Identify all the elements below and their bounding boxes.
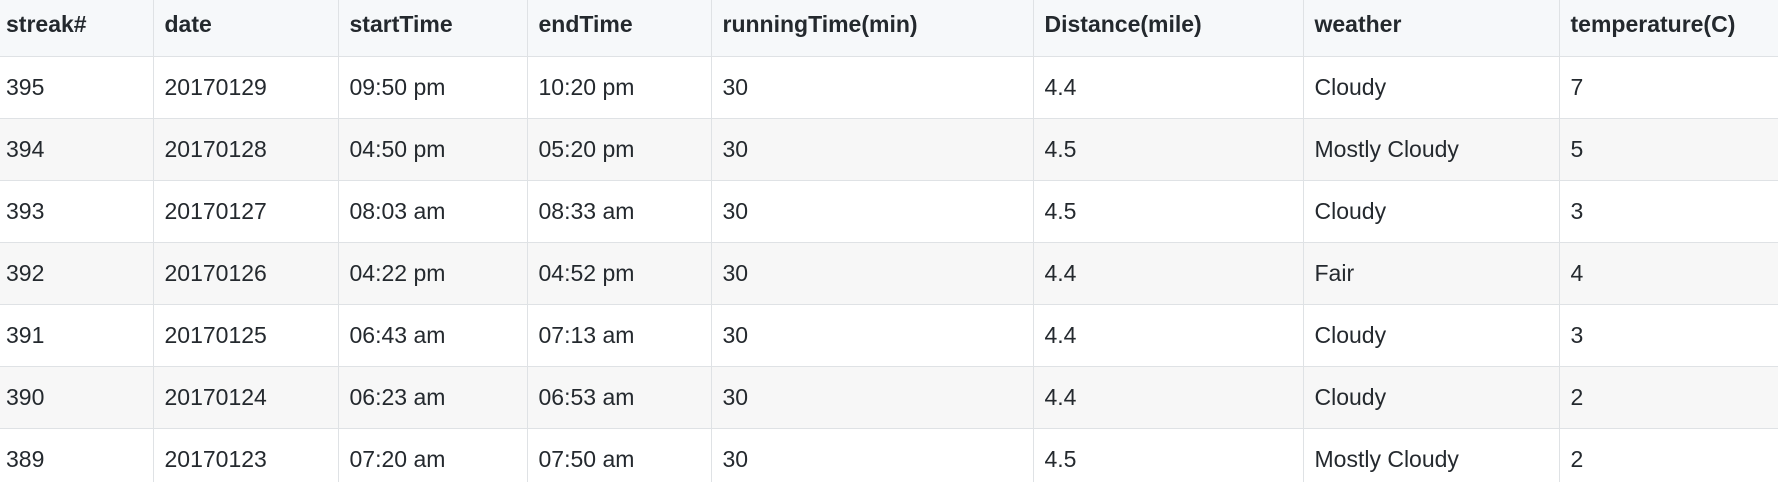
- cell-distance: 4.5: [1032, 118, 1304, 181]
- column-header-distance: Distance(mile): [1032, 0, 1304, 57]
- cell-start-time: 08:03 am: [337, 180, 528, 243]
- table-row: 392 20170126 04:22 pm 04:52 pm 30 4.4 Fa…: [0, 242, 1778, 305]
- cell-distance: 4.5: [1032, 180, 1304, 243]
- cell-start-time: 04:50 pm: [337, 118, 528, 181]
- cell-temperature: 2: [1558, 366, 1778, 429]
- cell-running-time: 30: [710, 428, 1034, 482]
- cell-temperature: 5: [1558, 118, 1778, 181]
- cell-date: 20170125: [152, 304, 339, 367]
- cell-temperature: 3: [1558, 180, 1778, 243]
- column-header-end-time: endTime: [526, 0, 712, 57]
- cell-streak: 392: [0, 242, 154, 305]
- cell-streak: 394: [0, 118, 154, 181]
- cell-running-time: 30: [710, 118, 1034, 181]
- cell-streak: 390: [0, 366, 154, 429]
- cell-date: 20170123: [152, 428, 339, 482]
- cell-temperature: 3: [1558, 304, 1778, 367]
- cell-start-time: 09:50 pm: [337, 56, 528, 119]
- table-row: 390 20170124 06:23 am 06:53 am 30 4.4 Cl…: [0, 366, 1778, 429]
- column-header-temperature: temperature(C): [1558, 0, 1778, 57]
- cell-end-time: 04:52 pm: [526, 242, 712, 305]
- cell-running-time: 30: [710, 366, 1034, 429]
- column-header-weather: weather: [1302, 0, 1560, 57]
- cell-weather: Fair: [1302, 242, 1560, 305]
- table-row: 393 20170127 08:03 am 08:33 am 30 4.5 Cl…: [0, 180, 1778, 243]
- cell-distance: 4.4: [1032, 366, 1304, 429]
- cell-date: 20170126: [152, 242, 339, 305]
- cell-date: 20170128: [152, 118, 339, 181]
- cell-streak: 393: [0, 180, 154, 243]
- cell-running-time: 30: [710, 242, 1034, 305]
- column-header-running-time: runningTime(min): [710, 0, 1034, 57]
- cell-end-time: 10:20 pm: [526, 56, 712, 119]
- cell-end-time: 07:50 am: [526, 428, 712, 482]
- cell-weather: Mostly Cloudy: [1302, 428, 1560, 482]
- cell-date: 20170124: [152, 366, 339, 429]
- column-header-date: date: [152, 0, 339, 57]
- cell-distance: 4.4: [1032, 304, 1304, 367]
- column-header-streak: streak#: [0, 0, 154, 57]
- cell-weather: Cloudy: [1302, 56, 1560, 119]
- cell-end-time: 05:20 pm: [526, 118, 712, 181]
- cell-date: 20170127: [152, 180, 339, 243]
- cell-distance: 4.4: [1032, 56, 1304, 119]
- cell-end-time: 07:13 am: [526, 304, 712, 367]
- table-row: 391 20170125 06:43 am 07:13 am 30 4.4 Cl…: [0, 304, 1778, 367]
- cell-temperature: 4: [1558, 242, 1778, 305]
- cell-running-time: 30: [710, 304, 1034, 367]
- cell-running-time: 30: [710, 56, 1034, 119]
- cell-start-time: 06:23 am: [337, 366, 528, 429]
- cell-weather: Cloudy: [1302, 366, 1560, 429]
- cell-streak: 389: [0, 428, 154, 482]
- cell-start-time: 07:20 am: [337, 428, 528, 482]
- table-row: 389 20170123 07:20 am 07:50 am 30 4.5 Mo…: [0, 428, 1778, 482]
- cell-distance: 4.5: [1032, 428, 1304, 482]
- cell-start-time: 04:22 pm: [337, 242, 528, 305]
- table-header-row: streak# date startTime endTime runningTi…: [0, 0, 1778, 57]
- table-row: 395 20170129 09:50 pm 10:20 pm 30 4.4 Cl…: [0, 56, 1778, 119]
- cell-start-time: 06:43 am: [337, 304, 528, 367]
- cell-end-time: 06:53 am: [526, 366, 712, 429]
- cell-streak: 395: [0, 56, 154, 119]
- cell-streak: 391: [0, 304, 154, 367]
- column-header-start-time: startTime: [337, 0, 528, 57]
- cell-temperature: 2: [1558, 428, 1778, 482]
- cell-running-time: 30: [710, 180, 1034, 243]
- cell-weather: Cloudy: [1302, 180, 1560, 243]
- cell-distance: 4.4: [1032, 242, 1304, 305]
- cell-weather: Mostly Cloudy: [1302, 118, 1560, 181]
- cell-end-time: 08:33 am: [526, 180, 712, 243]
- cell-date: 20170129: [152, 56, 339, 119]
- table-row: 394 20170128 04:50 pm 05:20 pm 30 4.5 Mo…: [0, 118, 1778, 181]
- cell-weather: Cloudy: [1302, 304, 1560, 367]
- cell-temperature: 7: [1558, 56, 1778, 119]
